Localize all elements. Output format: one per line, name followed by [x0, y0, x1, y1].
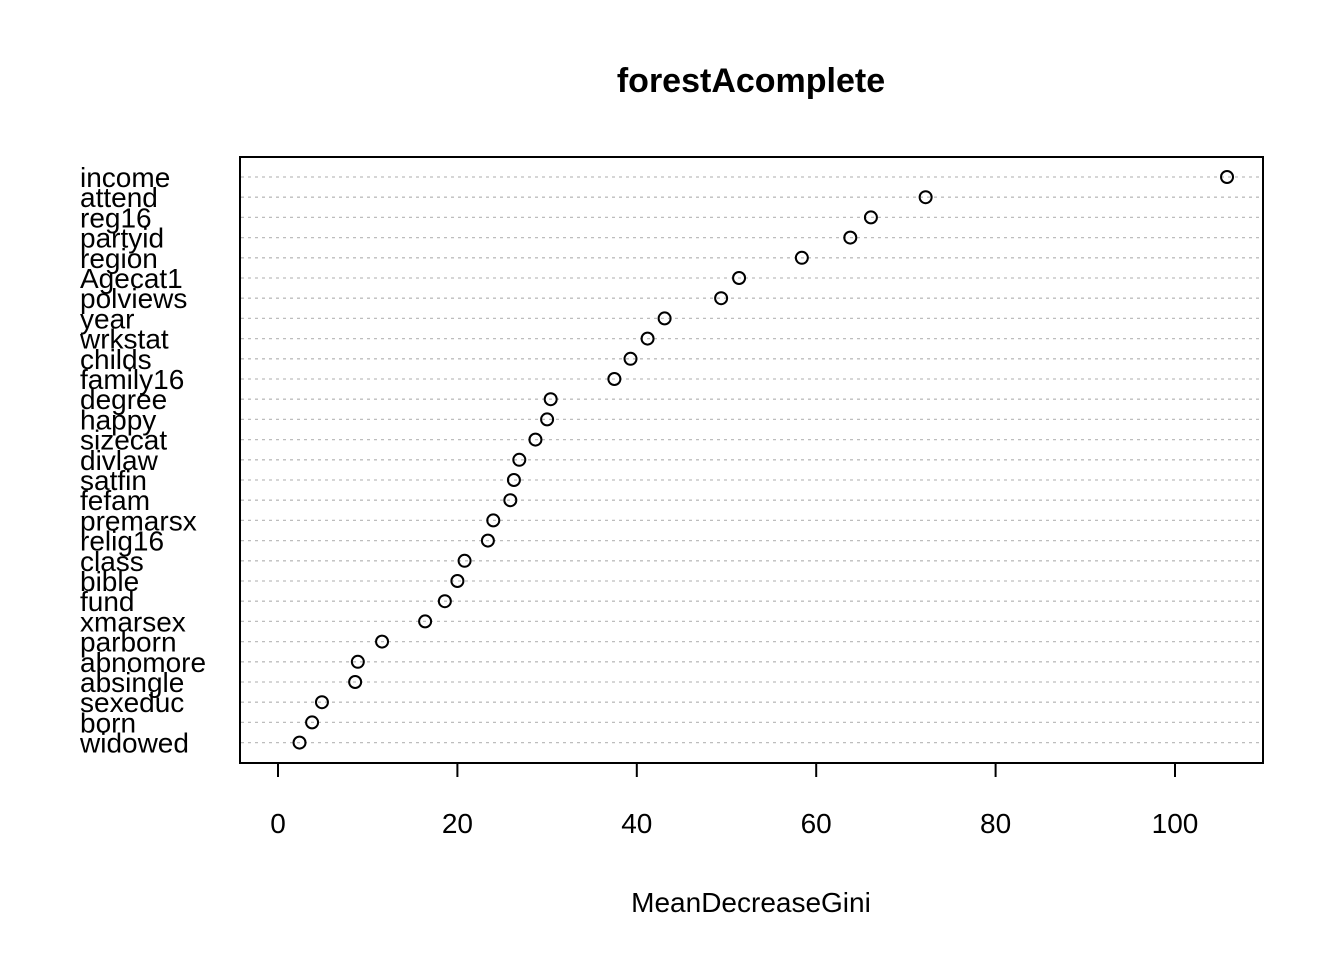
- category-label: attend: [80, 182, 158, 213]
- x-tick-label: 0: [270, 808, 286, 839]
- data-point: [506, 473, 521, 487]
- data-point: [348, 675, 363, 689]
- category-label: family16: [80, 364, 184, 395]
- category-label: abnomore: [80, 647, 206, 678]
- data-point: [540, 412, 555, 427]
- data-point: [843, 230, 858, 245]
- category-label: happy: [80, 404, 156, 435]
- category-label: degree: [80, 384, 167, 415]
- category-label: fefam: [80, 485, 150, 516]
- category-label: class: [80, 546, 144, 577]
- category-label: Agecat1: [80, 263, 183, 294]
- data-point: [512, 452, 527, 467]
- category-label: xmarsex: [80, 606, 186, 637]
- category-label: born: [80, 707, 136, 738]
- data-point: [607, 372, 622, 386]
- data-point: [305, 715, 320, 730]
- category-label: sexeduc: [80, 687, 184, 718]
- x-tick-label: 100: [1152, 808, 1199, 839]
- data-point: [657, 311, 672, 326]
- category-label: wrkstat: [79, 324, 169, 355]
- category-label: absingle: [80, 667, 184, 698]
- data-point: [640, 331, 655, 346]
- data-point: [714, 291, 729, 306]
- category-label: parborn: [80, 627, 177, 658]
- data-point: [457, 553, 472, 568]
- data-point: [528, 432, 543, 447]
- category-label: widowed: [79, 728, 189, 759]
- category-label: divlaw: [80, 445, 159, 476]
- data-point: [375, 634, 390, 649]
- x-axis: 0 20 40 60 80 100: [270, 762, 1199, 839]
- x-tick-label: 40: [621, 808, 652, 839]
- data-point: [732, 271, 747, 285]
- category-label: sizecat: [80, 425, 167, 456]
- data-point: [486, 513, 501, 528]
- x-tick-label: 20: [442, 808, 473, 839]
- category-label: satfin: [80, 465, 147, 496]
- data-points: [292, 170, 1235, 750]
- chart-title: forestAcomplete: [617, 62, 885, 100]
- category-label: region: [80, 243, 158, 274]
- data-point: [450, 574, 465, 588]
- category-label: reg16: [80, 202, 152, 233]
- category-label: year: [80, 303, 134, 334]
- x-tick-label: 80: [980, 808, 1011, 839]
- category-label: polviews: [80, 283, 187, 314]
- data-point: [418, 614, 433, 629]
- data-point: [1220, 170, 1235, 184]
- data-point: [794, 250, 809, 265]
- category-label: income: [80, 162, 170, 193]
- category-label: relig16: [80, 526, 164, 557]
- data-point: [543, 392, 558, 407]
- x-axis-label: MeanDecreaseGini: [631, 887, 871, 918]
- category-label: partyid: [80, 223, 164, 254]
- data-point: [314, 695, 329, 710]
- data-point: [480, 533, 495, 548]
- data-point: [503, 493, 518, 508]
- category-labels: incomeattendreg16partyidregionAgecat1pol…: [79, 162, 206, 759]
- category-label: premarsx: [80, 505, 197, 536]
- grid-lines: [241, 176, 1262, 744]
- category-label: bible: [80, 566, 139, 597]
- x-tick-label: 60: [801, 808, 832, 839]
- data-point: [918, 190, 933, 205]
- data-point: [437, 594, 452, 609]
- data-point: [292, 735, 307, 750]
- category-label: fund: [80, 586, 135, 617]
- data-point: [623, 351, 638, 366]
- data-point: [350, 654, 365, 669]
- category-label: childs: [80, 344, 152, 375]
- data-point: [863, 210, 878, 225]
